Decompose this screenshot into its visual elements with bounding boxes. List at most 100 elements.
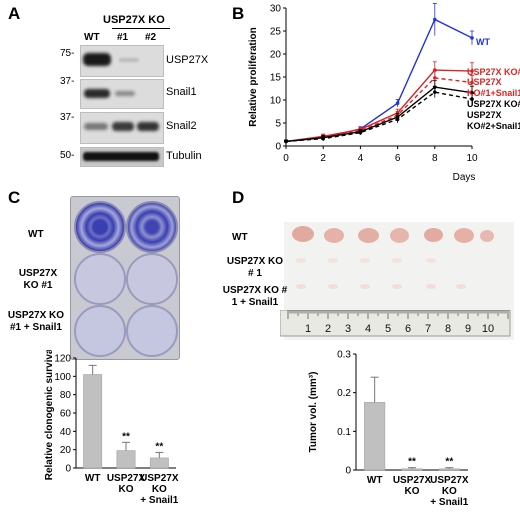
ruler-number: 10: [482, 323, 494, 335]
tumor-ko1-snail1: [426, 284, 436, 289]
bar: [116, 450, 136, 469]
well-wt-1: [74, 201, 126, 253]
y-tick-label: 10: [270, 96, 282, 107]
tumor-wt: [454, 228, 474, 243]
blot-tubulin: [80, 147, 164, 167]
ruler-number: 8: [445, 323, 451, 335]
ruler-number: 9: [465, 323, 471, 335]
lane-label-ko1: #1: [117, 32, 129, 43]
well-ko1-1: [74, 253, 126, 305]
colony-plate-photo: [70, 196, 180, 360]
y-tick-label: 20: [60, 445, 72, 456]
category-label: WT: [85, 473, 101, 484]
d-row-label-wt: WT: [232, 232, 248, 243]
legend-entry: USP27X KO#2: [467, 99, 520, 109]
data-point: [470, 80, 474, 85]
x-tick-label: 0: [283, 153, 289, 164]
category-label: WT: [367, 475, 383, 486]
data-point: [358, 130, 363, 135]
y-tick-label: 25: [270, 27, 282, 38]
x-tick-label: 4: [358, 153, 364, 164]
band: [84, 89, 110, 98]
legend-entry: USP27X: [467, 77, 502, 87]
y-tick-label: 0.1: [337, 427, 351, 438]
significance-mark: **: [155, 441, 163, 452]
data-point: [433, 76, 437, 80]
panel-letter-c: C: [8, 188, 21, 207]
ruler-body: [280, 310, 511, 337]
y-axis-label: Tumor vol. (mm³): [308, 372, 319, 453]
tumor-ko1: [296, 258, 306, 263]
data-point: [470, 69, 474, 73]
tumor-ko1-snail1: [392, 284, 402, 289]
band: [112, 122, 134, 131]
significance-mark: **: [122, 431, 130, 442]
ruler-number: 1: [305, 323, 311, 335]
data-point: [470, 36, 474, 40]
ruler-number: 2: [325, 323, 331, 335]
significance-mark: **: [408, 457, 416, 468]
series-line-0: [285, 18, 473, 143]
c-row-label-ko1-snail1: USP27X KO #1 + Snail1: [7, 310, 65, 333]
data-point: [395, 117, 400, 122]
marker-37-a: 37-: [60, 76, 75, 87]
tumor-ko1: [360, 258, 370, 263]
blot-label-snail1: Snail1: [166, 86, 197, 98]
legend-entry: WT: [476, 37, 490, 47]
tumor-wt: [424, 228, 443, 242]
c-row-label-wt: WT: [28, 229, 44, 240]
data-point: [433, 90, 437, 94]
legend-entry: USP27X KO#1: [467, 67, 520, 77]
band: [84, 123, 108, 130]
well-wt-2: [126, 201, 178, 253]
x-tick-label: 2: [320, 153, 326, 164]
data-point: [321, 136, 325, 141]
y-tick-label: 30: [270, 4, 282, 15]
bar: [83, 374, 103, 469]
y-tick-label: 0.3: [337, 350, 351, 361]
legend-entry: KO#1+Snail1: [467, 88, 520, 98]
panel-letter-a: A: [8, 4, 21, 23]
category-label: USP27X: [140, 473, 179, 484]
ruler: 1 2 3 4 5 6 7 8 9 10: [280, 310, 511, 337]
y-tick-label: 0: [275, 142, 281, 153]
well-ko1-2: [126, 253, 178, 305]
band: [83, 53, 111, 66]
band: [119, 58, 139, 62]
band: [83, 152, 159, 161]
ruler-number: 6: [405, 323, 411, 335]
series-line-4: [285, 91, 473, 143]
y-tick-label: 60: [60, 409, 72, 420]
category-label: USP27X: [430, 475, 469, 486]
tumor-wt: [292, 226, 314, 242]
ruler-number: 3: [345, 323, 351, 335]
blot-label-snail2: Snail2: [166, 120, 197, 132]
ruler-number: 4: [365, 323, 371, 335]
legend-entry: KO#2+Snail1: [467, 121, 520, 131]
tumor-ko1: [392, 258, 402, 263]
tumor-wt: [324, 228, 344, 243]
y-tick-label: 0.2: [337, 388, 351, 399]
well-ko1-snail1-2: [126, 305, 178, 357]
marker-37-b: 37-: [60, 112, 75, 123]
tumor-ko1-snail1: [360, 284, 370, 289]
band: [115, 91, 135, 96]
y-axis-label: Relative clonogenic survival: [44, 350, 55, 480]
band: [137, 122, 159, 131]
ruler-number: 7: [425, 323, 431, 335]
ko-group-bracket: [112, 28, 170, 29]
marker-75: 75-: [60, 48, 75, 59]
bar: [364, 402, 386, 471]
y-tick-label: 100: [54, 372, 71, 383]
y-tick-label: 80: [60, 390, 72, 401]
well-ko1-snail1-1: [74, 305, 126, 357]
category-label: USP27X: [107, 473, 146, 484]
category-label: KO: [442, 486, 457, 497]
lane-label-ko2: #2: [145, 32, 157, 43]
tumor-wt: [480, 230, 494, 242]
x-tick-label: 8: [432, 153, 438, 164]
panel-letter-d: D: [232, 188, 245, 207]
blot-snail2: [80, 112, 164, 144]
tumor-ko1: [426, 258, 436, 263]
